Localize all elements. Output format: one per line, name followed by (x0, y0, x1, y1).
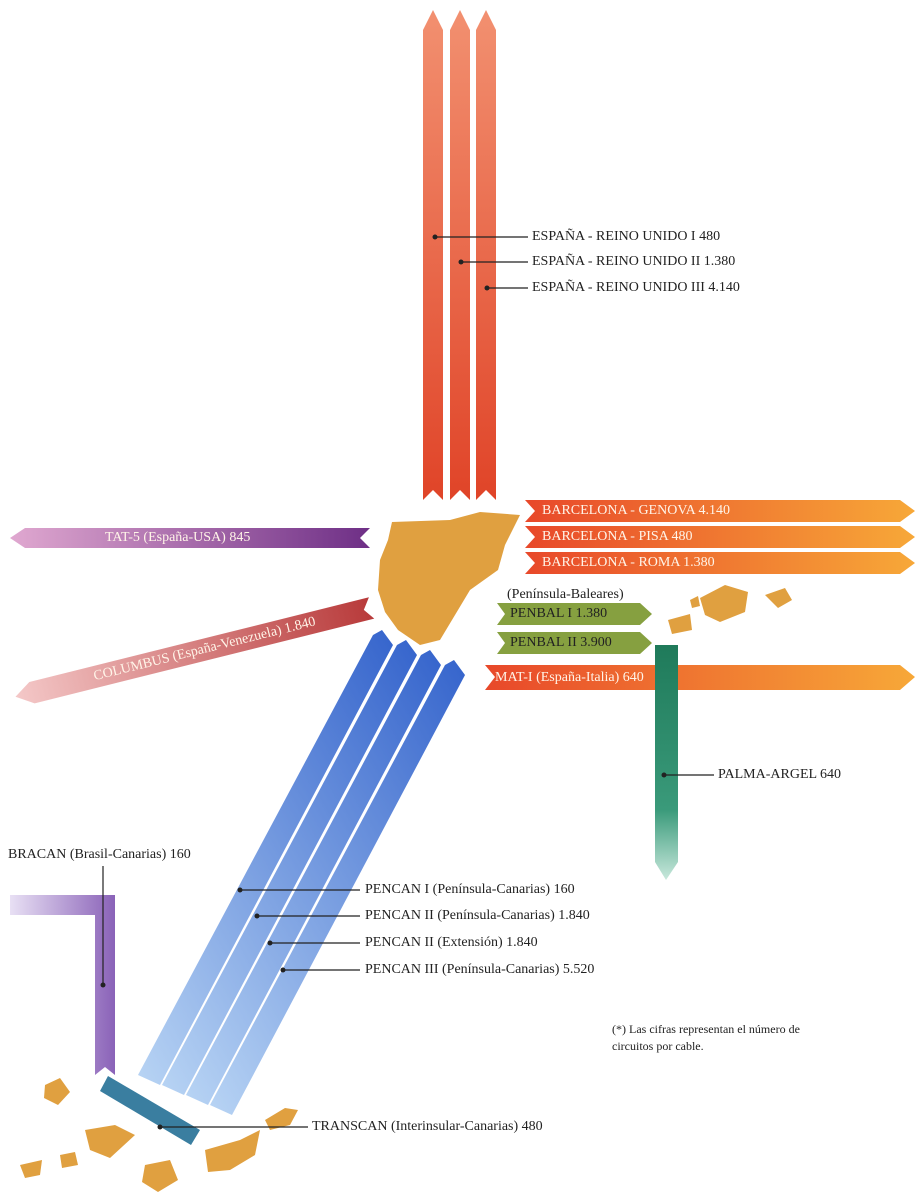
cable-arrow (476, 10, 496, 500)
cable-arrow (210, 660, 465, 1115)
leader-dot (661, 772, 667, 778)
cable-arrow (525, 500, 915, 522)
cable-arrow (10, 528, 370, 548)
island (44, 1078, 70, 1105)
cable-label: BARCELONA - GENOVA 4.140 (542, 503, 730, 518)
cable-label: BARCELONA - ROMA 1.380 (542, 555, 715, 570)
leader-dot (432, 234, 438, 240)
island (60, 1152, 78, 1168)
leader-dot (484, 285, 490, 291)
island (20, 1160, 42, 1178)
leader-dot (100, 982, 106, 988)
cable-label: BRACAN (Brasil-Canarias) 160 (8, 847, 191, 862)
island (700, 585, 748, 622)
cable-label: TAT-5 (España-USA) 845 (105, 530, 250, 545)
cable-arrow (138, 630, 393, 1085)
cable-label: ESPAÑA - REINO UNIDO I 480 (532, 228, 720, 244)
iberia (378, 512, 520, 645)
cable-label: PENCAN III (Península-Canarias) 5.520 (365, 962, 594, 977)
island (142, 1160, 178, 1192)
cable-arrow (655, 645, 678, 880)
leader-dot (157, 1124, 163, 1130)
cable-arrow (525, 526, 915, 548)
cable-arrow (525, 552, 915, 574)
leader-dot (237, 887, 243, 893)
cable-label: ESPAÑA - REINO UNIDO III 4.140 (532, 279, 740, 295)
cable-arrow (423, 10, 443, 500)
cable-arrow (162, 640, 417, 1095)
cable-label: COLUMBUS (España-Venezuela) 1.840 (92, 614, 317, 684)
cable-arrow (485, 665, 915, 690)
footnote: circuitos por cable. (612, 1039, 704, 1053)
footnote: (*) Las cifras representan el número de (612, 1022, 800, 1036)
cable-arrow (186, 650, 441, 1105)
cable-arrow (497, 603, 652, 625)
leader-dot (280, 967, 286, 973)
cable-label: PENCAN II (Extensión) 1.840 (365, 935, 538, 950)
island (265, 1108, 298, 1130)
cable-arrow (15, 597, 375, 704)
cable-arrow (10, 895, 115, 1075)
island (668, 614, 692, 634)
island (205, 1130, 260, 1172)
island (765, 588, 792, 608)
island (690, 596, 700, 608)
island (85, 1125, 135, 1158)
cable-label: ESPAÑA - REINO UNIDO II 1.380 (532, 253, 735, 269)
leader-dot (267, 940, 273, 946)
cable-group: COLUMBUS (España-Venezuela) 1.840 (15, 597, 375, 704)
cable-label: MAT-I (España-Italia) 640 (495, 670, 644, 685)
leader-dot (458, 259, 464, 265)
cable-arrow (100, 1076, 200, 1145)
region-label: (Península-Baleares) (507, 587, 624, 602)
cable-label: PENBAL I 1.380 (510, 606, 607, 621)
cable-label: TRANSCAN (Interinsular-Canarias) 480 (312, 1119, 543, 1134)
cable-arrow (450, 10, 470, 500)
cable-label: PALMA-ARGEL 640 (718, 767, 841, 782)
cable-label: BARCELONA - PISA 480 (542, 529, 693, 544)
cable-label: PENCAN II (Península-Canarias) 1.840 (365, 908, 590, 923)
leader-dot (254, 913, 260, 919)
cable-label: PENCAN I (Península-Canarias) 160 (365, 882, 575, 897)
cable-arrow (497, 632, 652, 654)
cable-label: PENBAL II 3.900 (510, 635, 612, 650)
